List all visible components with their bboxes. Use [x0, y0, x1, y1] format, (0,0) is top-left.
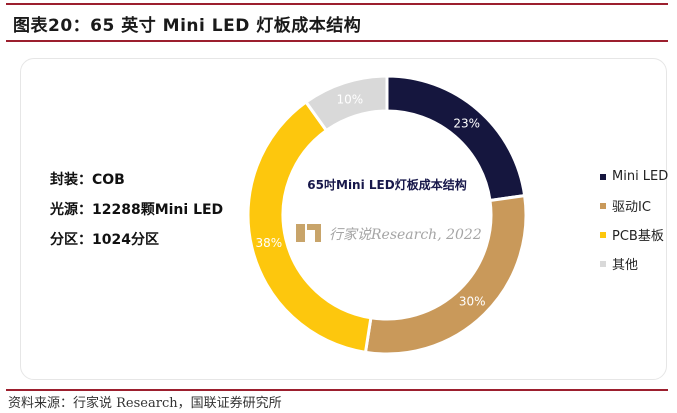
spec-packaging: 封装：COB	[50, 172, 125, 188]
chart-title: 65吋Mini LED灯板成本结构	[307, 177, 466, 192]
bottom-rule	[6, 389, 668, 391]
slice-label-pcb-substrate: 38%	[255, 236, 282, 250]
legend-swatch-other	[600, 260, 606, 267]
donut-slice-labels: 23% 30% 38% 10%	[255, 92, 485, 308]
source-note: 资料来源：行家说 Research，国联证券研究所	[8, 396, 282, 411]
slice-label-other: 10%	[336, 92, 363, 106]
spec-zones: 分区：1024分区	[50, 232, 159, 248]
legend-item: Mini LED	[600, 162, 668, 191]
legend-label-other: 其他	[612, 258, 639, 273]
legend-swatch-mini-led	[600, 173, 606, 180]
slice-driver-ic	[363, 193, 528, 356]
slice-label-mini-led: 23%	[453, 116, 480, 130]
top-rule	[6, 3, 668, 5]
legend-item: PCB基板	[600, 220, 668, 249]
legend-label-mini-led: Mini LED	[612, 169, 669, 184]
figure-title: 图表20：65 英寸 Mini LED 灯板成本结构	[13, 16, 362, 36]
legend-item: 其他	[600, 249, 668, 278]
watermark-logo	[296, 224, 321, 242]
slice-other	[303, 74, 389, 133]
legend-label-driver-ic: 驱动IC	[612, 200, 651, 215]
slice-pcb-substrate	[246, 99, 373, 355]
legend-swatch-pcb	[600, 231, 606, 238]
legend: Mini LED 驱动IC PCB基板 其他	[600, 162, 668, 278]
spec-list: 封装：COB 光源：12288颗Mini LED 分区：1024分区	[50, 170, 223, 260]
spec-light-source: 光源：12288颗Mini LED	[50, 202, 224, 218]
legend-label-pcb: PCB基板	[612, 229, 664, 244]
donut-slices	[246, 74, 528, 356]
legend-item: 驱动IC	[600, 191, 668, 220]
title-rule	[6, 40, 668, 42]
slice-label-driver-ic: 30%	[459, 295, 486, 309]
watermark-text: 行家说Research, 2022	[329, 227, 482, 243]
legend-swatch-driver-ic	[600, 202, 606, 209]
